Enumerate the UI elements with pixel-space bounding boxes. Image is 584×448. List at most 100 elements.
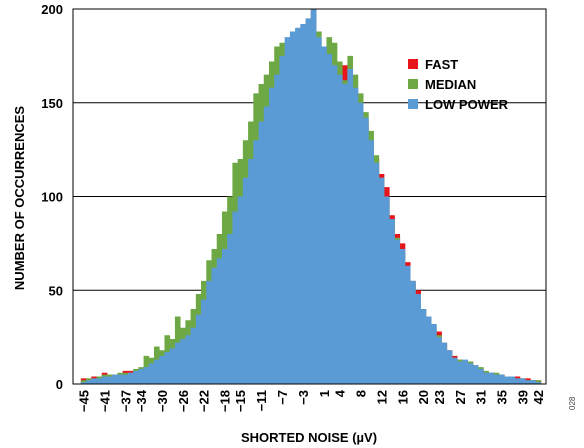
legend-swatch-median bbox=[408, 79, 418, 89]
x-axis-ticks: −45 −41 −37 −34 −30 −26 −22 −18 −15 −11 −7 −3 1 4 8 12 1… bbox=[76, 389, 546, 412]
bar-low-power bbox=[525, 380, 531, 384]
bar-low-power bbox=[368, 140, 374, 384]
x-tick-label: −45 bbox=[76, 390, 91, 412]
bar-low-power bbox=[248, 159, 254, 384]
bar-low-power bbox=[117, 374, 124, 384]
y-axis-title: NUMBER OF OCCURRENCES bbox=[12, 106, 27, 291]
x-tick-label: −22 bbox=[197, 390, 212, 412]
bar-low-power bbox=[268, 87, 275, 384]
legend-swatch-fast bbox=[408, 59, 418, 69]
plot-frame bbox=[72, 8, 547, 385]
bar-low-power bbox=[336, 74, 343, 384]
bar-low-power bbox=[164, 352, 171, 384]
x-tick-label: −30 bbox=[155, 390, 170, 412]
bar-low-power bbox=[180, 339, 186, 384]
x-tick-label: −41 bbox=[97, 390, 112, 412]
legend-swatch-low-power bbox=[408, 99, 418, 109]
bar-low-power bbox=[404, 265, 411, 384]
bar-low-power bbox=[519, 378, 526, 384]
bar-low-power bbox=[509, 376, 516, 384]
bar-low-power bbox=[530, 380, 536, 384]
bar-low-power bbox=[399, 249, 406, 384]
bar-low-power bbox=[504, 376, 510, 384]
y-tick-label: 0 bbox=[56, 377, 63, 392]
bar-low-power bbox=[127, 372, 134, 384]
bar-low-power bbox=[80, 382, 87, 384]
bar-low-power bbox=[112, 374, 118, 384]
bar-low-power bbox=[446, 350, 453, 384]
bar-low-power bbox=[263, 106, 270, 384]
bar-low-power bbox=[378, 177, 385, 384]
bar-low-power bbox=[221, 249, 228, 384]
bar-low-power bbox=[472, 365, 479, 384]
bar-low-power bbox=[457, 361, 463, 384]
x-tick-label: −26 bbox=[176, 390, 191, 412]
y-axis-ticks: 0 50 100 150 200 bbox=[41, 2, 63, 392]
bar-low-power bbox=[498, 374, 505, 384]
legend: FAST MEDIAN LOW POWER bbox=[408, 57, 509, 112]
bar-low-power bbox=[357, 102, 364, 384]
bar-low-power bbox=[389, 219, 395, 384]
bar-low-power bbox=[431, 324, 437, 384]
y-tick-label: 150 bbox=[41, 96, 63, 111]
bar-low-power bbox=[274, 74, 280, 384]
bar-low-power bbox=[425, 316, 432, 384]
bar-low-power bbox=[138, 369, 144, 384]
bar-low-power bbox=[159, 355, 165, 384]
bar-low-power bbox=[410, 280, 416, 384]
bar-low-power bbox=[326, 54, 333, 384]
x-tick-label: −37 bbox=[118, 390, 133, 412]
x-tick-label: 35 bbox=[495, 390, 510, 404]
bar-low-power bbox=[451, 357, 458, 384]
bar-low-power bbox=[284, 37, 291, 384]
bar-low-power bbox=[514, 378, 521, 384]
x-tick-label: 39 bbox=[515, 390, 530, 404]
bar-low-power bbox=[316, 37, 322, 384]
histogram-bars bbox=[80, 9, 542, 384]
bar-low-power bbox=[462, 359, 469, 384]
legend-label-low-power: LOW POWER bbox=[425, 97, 509, 112]
bar-low-power bbox=[363, 117, 369, 384]
x-tick-label: 31 bbox=[474, 390, 489, 404]
bar-low-power bbox=[86, 380, 92, 384]
bar-low-power bbox=[436, 337, 442, 384]
bar-low-power bbox=[352, 87, 359, 384]
bar-low-power bbox=[383, 196, 390, 384]
bar-low-power bbox=[253, 140, 259, 384]
legend-label-fast: FAST bbox=[425, 57, 458, 72]
bar-low-power bbox=[321, 46, 327, 384]
bar-low-power bbox=[174, 342, 181, 384]
figure-id: 028 bbox=[568, 396, 577, 410]
bar-low-power bbox=[373, 162, 380, 384]
bar-low-power bbox=[227, 234, 233, 384]
bar-low-power bbox=[394, 239, 401, 384]
bar-low-power bbox=[185, 335, 191, 384]
bar-low-power bbox=[216, 258, 223, 384]
bar-low-power bbox=[279, 55, 286, 384]
y-tick-label: 200 bbox=[41, 2, 63, 17]
bar-low-power bbox=[347, 69, 354, 384]
bar-low-power bbox=[420, 309, 427, 384]
bar-low-power bbox=[91, 378, 97, 384]
x-tick-label: 27 bbox=[453, 390, 468, 404]
x-tick-label: −15 bbox=[233, 390, 248, 412]
bar-low-power bbox=[331, 65, 338, 384]
y-tick-label: 100 bbox=[41, 190, 63, 205]
x-tick-label: −18 bbox=[218, 390, 233, 412]
y-tick-label: 50 bbox=[49, 283, 63, 298]
x-tick-label: 12 bbox=[374, 390, 389, 404]
bar-low-power bbox=[415, 294, 421, 384]
bar-low-power bbox=[154, 359, 160, 384]
x-axis-title: SHORTED NOISE (µV) bbox=[241, 430, 377, 445]
bar-low-power bbox=[237, 196, 244, 384]
bar-low-power bbox=[101, 376, 108, 384]
bar-low-power bbox=[478, 369, 484, 384]
bar-low-power bbox=[289, 31, 296, 384]
x-tick-label: 16 bbox=[395, 390, 410, 404]
bar-low-power bbox=[295, 27, 301, 384]
x-tick-label: 42 bbox=[531, 390, 546, 404]
bar-low-power bbox=[535, 382, 542, 384]
bar-low-power bbox=[143, 367, 150, 384]
bar-low-power bbox=[310, 9, 317, 384]
